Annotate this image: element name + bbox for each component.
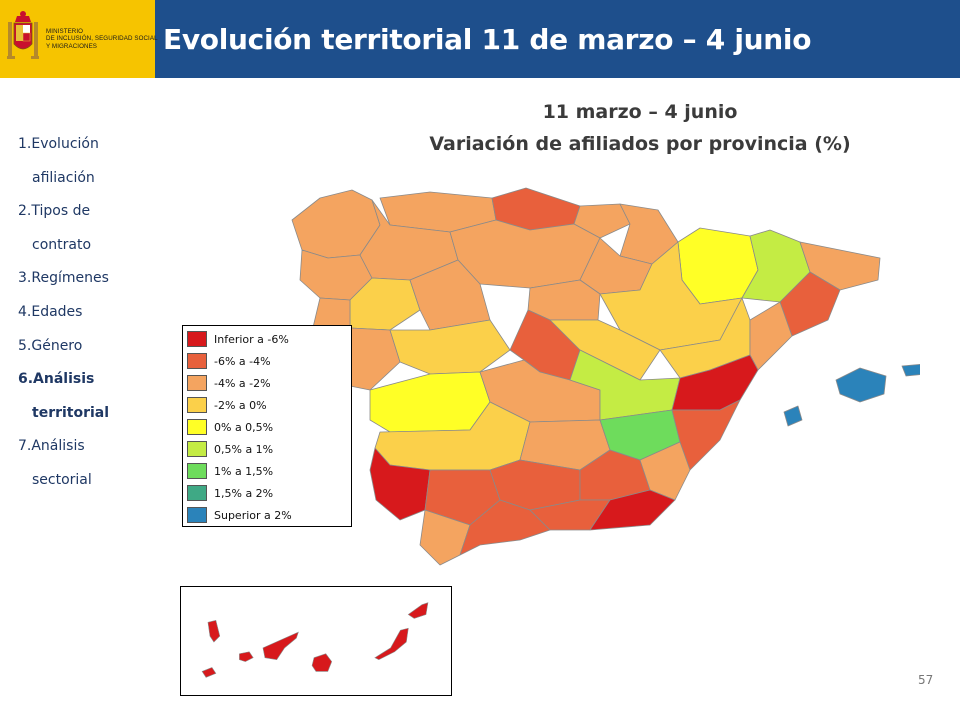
legend-item: 0% a 0,5% bbox=[187, 416, 351, 438]
province-almeria bbox=[589, 489, 676, 531]
province-barcelona bbox=[779, 271, 841, 337]
spain-province-map bbox=[291, 187, 920, 566]
legend-item: -6% a -4% bbox=[187, 350, 351, 372]
legend-label: -4% a -2% bbox=[214, 376, 271, 390]
nav-item-edades[interactable]: 4.Edades bbox=[18, 303, 83, 320]
nav-item-regimenes[interactable]: 3.Regímenes bbox=[18, 270, 109, 287]
map-legend: Inferior a -6% -6% a -4% -4% a -2% -2% a 0%… bbox=[182, 325, 352, 527]
legend-swatch bbox=[187, 441, 207, 457]
legend-swatch bbox=[187, 375, 207, 391]
legend-label: -2% a 0% bbox=[214, 398, 267, 412]
slide-header: MINISTERIO DE INCLUSIÓN, SEGURIDAD SOCIA… bbox=[0, 0, 960, 78]
legend-label: 0,5% a 1% bbox=[214, 442, 274, 456]
legend-label: 1,5% a 2% bbox=[214, 486, 274, 500]
legend-swatch bbox=[187, 397, 207, 413]
island-gran-canaria bbox=[311, 653, 333, 672]
coat-of-arms-icon bbox=[7, 11, 39, 59]
legend-swatch bbox=[187, 485, 207, 501]
title-bar: Evolución territorial 11 de marzo – 4 ju… bbox=[155, 0, 960, 78]
province-cadiz bbox=[419, 509, 471, 566]
nav-item-genero[interactable]: 5.Género bbox=[18, 337, 83, 354]
nav-item-analisis-sectorial[interactable]: 7.Análisis sectorial bbox=[18, 438, 92, 488]
province-malaga bbox=[459, 499, 551, 556]
legend-item: 1,5% a 2% bbox=[187, 482, 351, 504]
legend-label: 1% a 1,5% bbox=[214, 464, 274, 478]
island-fuerteventura bbox=[374, 627, 409, 660]
canary-islands-inset bbox=[180, 586, 452, 696]
legend-swatch bbox=[187, 507, 207, 523]
legend-label: Superior a 2% bbox=[214, 508, 292, 522]
island-la-palma bbox=[207, 620, 221, 643]
map-title: 11 marzo – 4 junio Variación de afiliado… bbox=[429, 101, 851, 155]
legend-swatch bbox=[187, 353, 207, 369]
ministry-name: MINISTERIO DE INCLUSIÓN, SEGURIDAD SOCIA… bbox=[46, 28, 158, 50]
legend-item: Superior a 2% bbox=[187, 504, 351, 526]
ministry-logo: MINISTERIO DE INCLUSIÓN, SEGURIDAD SOCIA… bbox=[0, 0, 158, 78]
island-mallorca bbox=[835, 367, 887, 403]
legend-item: -2% a 0% bbox=[187, 394, 351, 416]
nav-item-analisis-territorial[interactable]: 6.Análisis territorial bbox=[18, 371, 110, 421]
nav-item-tipos-contrato[interactable]: 2.Tipos de contrato bbox=[18, 203, 92, 253]
province-basque bbox=[573, 203, 631, 239]
legend-label: 0% a 0,5% bbox=[214, 420, 274, 434]
legend-item: 1% a 1,5% bbox=[187, 460, 351, 482]
island-el-hierro bbox=[201, 667, 217, 678]
page-number: 57 bbox=[918, 673, 934, 687]
province-caceres bbox=[369, 371, 491, 433]
legend-item: -4% a -2% bbox=[187, 372, 351, 394]
section-nav: 1.Evolución afiliación 2.Tipos de contrato… bbox=[18, 128, 138, 498]
province-avila-segovia bbox=[389, 319, 511, 375]
island-tenerife bbox=[262, 631, 299, 660]
island-menorca bbox=[901, 363, 920, 377]
province-huelva bbox=[369, 447, 431, 521]
canary-islands-map bbox=[201, 602, 429, 678]
legend-swatch bbox=[187, 419, 207, 435]
nav-item-evolucion[interactable]: 1.Evolución afiliación bbox=[18, 136, 99, 186]
legend-item: 0,5% a 1% bbox=[187, 438, 351, 460]
island-la-gomera bbox=[239, 651, 254, 662]
legend-label: -6% a -4% bbox=[214, 354, 271, 368]
island-ibiza bbox=[783, 405, 803, 427]
legend-swatch bbox=[187, 331, 207, 347]
island-lanzarote bbox=[407, 602, 429, 619]
province-murcia bbox=[639, 441, 691, 501]
page-title: Evolución territorial 11 de marzo – 4 ju… bbox=[163, 22, 812, 56]
legend-label: Inferior a -6% bbox=[214, 332, 289, 346]
legend-swatch bbox=[187, 463, 207, 479]
legend-item: Inferior a -6% bbox=[187, 328, 351, 350]
